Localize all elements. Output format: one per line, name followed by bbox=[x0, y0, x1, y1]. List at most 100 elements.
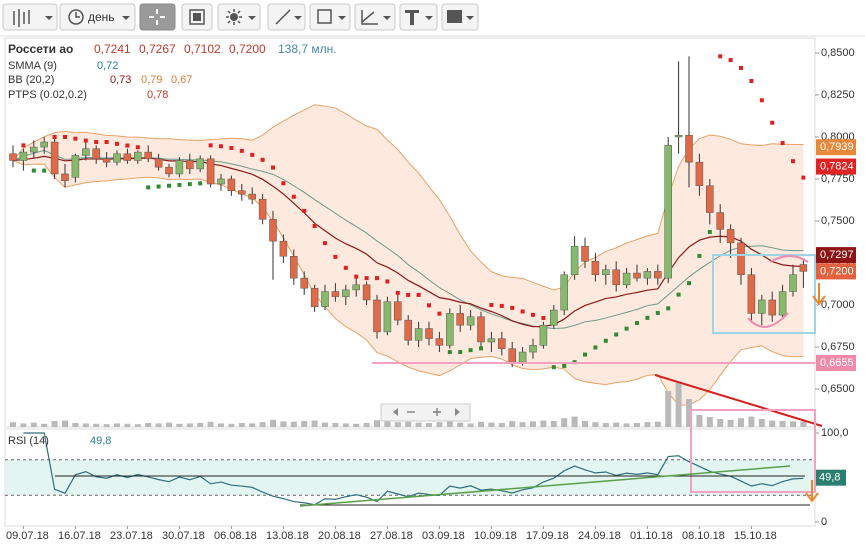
y-tick-label: 0,7500 bbox=[821, 215, 855, 227]
volume-bar bbox=[20, 423, 27, 427]
volume-bar bbox=[790, 421, 796, 427]
psar-dot bbox=[395, 290, 400, 295]
volume-bar bbox=[800, 421, 807, 427]
volume-bar bbox=[654, 421, 661, 427]
volume-bar bbox=[134, 424, 141, 427]
candle-body bbox=[529, 345, 537, 353]
legend-name: Россети ао bbox=[8, 42, 73, 56]
candle-body bbox=[40, 141, 48, 148]
x-tick-label: 20.08.18 bbox=[318, 530, 361, 542]
candle-body bbox=[747, 274, 756, 314]
psar-dot bbox=[115, 141, 119, 146]
candle-body bbox=[685, 135, 693, 163]
candle-body bbox=[196, 158, 204, 170]
psar-dot bbox=[479, 346, 483, 351]
candle-body bbox=[144, 151, 152, 160]
crosshair-button[interactable] bbox=[139, 3, 176, 31]
volume-bar bbox=[72, 423, 79, 427]
candle-body bbox=[768, 299, 776, 316]
icon bbox=[13, 9, 30, 27]
x-tick-label: 09.07.18 bbox=[6, 530, 49, 542]
volume-bar bbox=[290, 421, 297, 427]
candle-body bbox=[394, 301, 402, 321]
psar-dot bbox=[291, 194, 296, 199]
volume-bar bbox=[353, 423, 360, 427]
x-tick-label: 27.08.18 bbox=[370, 530, 413, 542]
candle-body bbox=[404, 319, 412, 341]
psar-dot bbox=[801, 175, 806, 180]
candle-body bbox=[50, 141, 59, 175]
candle-body bbox=[581, 245, 589, 262]
candle-body bbox=[113, 153, 121, 163]
price-tag bbox=[816, 247, 856, 264]
psar-dot bbox=[73, 136, 78, 141]
volume-bar bbox=[457, 422, 464, 427]
icon bbox=[466, 16, 474, 20]
volume-bar bbox=[166, 422, 172, 427]
candle-body bbox=[425, 328, 433, 339]
candle-body bbox=[206, 158, 215, 185]
chart-type-button[interactable] bbox=[2, 3, 58, 31]
icon bbox=[405, 10, 419, 25]
volume-bar bbox=[686, 399, 692, 427]
psar-dot bbox=[52, 134, 57, 139]
volume-bar bbox=[228, 423, 235, 427]
candle-body bbox=[71, 155, 80, 178]
psar-dot bbox=[676, 292, 681, 297]
nav-bar[interactable] bbox=[380, 403, 471, 422]
psar-dot bbox=[135, 145, 140, 150]
icon bbox=[455, 408, 460, 416]
rsi-tag-label: 49,8 bbox=[819, 472, 840, 484]
candle-body bbox=[758, 299, 766, 314]
candle-body bbox=[9, 153, 17, 161]
psar-dot bbox=[655, 310, 660, 315]
psar-dot bbox=[707, 229, 712, 234]
price-tag-label: 0,7939 bbox=[820, 141, 854, 153]
candle-body bbox=[248, 193, 256, 200]
volume-bar bbox=[509, 421, 516, 427]
candle-body bbox=[477, 316, 485, 343]
psar-dot bbox=[312, 223, 317, 228]
volume-bar bbox=[394, 422, 401, 427]
candle-body bbox=[165, 166, 173, 175]
volume-bar bbox=[446, 421, 453, 427]
x-tick-label: 17.09.18 bbox=[526, 530, 569, 542]
psar-dot bbox=[791, 159, 795, 164]
psar-dot bbox=[489, 303, 494, 308]
volume-bar bbox=[530, 421, 536, 427]
candle-body bbox=[664, 145, 672, 279]
candle-body bbox=[435, 338, 444, 346]
plot: 0,65000,67500,70000,72500,75000,77500,80… bbox=[4, 37, 856, 542]
volume-bar bbox=[727, 419, 734, 427]
psar-dot bbox=[354, 274, 359, 279]
psar-dot bbox=[416, 292, 421, 297]
rsi-name: RSI (14) bbox=[8, 435, 49, 447]
rsi-tick-label: 0 bbox=[821, 516, 827, 528]
psar-dot bbox=[499, 303, 504, 308]
candle-body bbox=[508, 348, 516, 363]
arrow bbox=[805, 480, 819, 503]
psar-dot bbox=[718, 54, 723, 59]
x-tick-label: 30.07.18 bbox=[162, 530, 205, 542]
toolbar: день bbox=[2, 3, 479, 31]
psar-dot bbox=[343, 265, 348, 270]
icon bbox=[45, 16, 53, 20]
legend: Россети ао 0,7241 0,7267 0,7102 0,7200 1… bbox=[8, 42, 337, 447]
candle-body bbox=[154, 158, 163, 168]
icon bbox=[425, 16, 433, 20]
psar-dot bbox=[458, 350, 463, 355]
x-tick-label: 23.07.18 bbox=[110, 530, 153, 542]
volume-bar bbox=[145, 423, 152, 427]
bb-lower bbox=[12, 160, 804, 406]
candle-body bbox=[622, 272, 631, 286]
icon bbox=[230, 13, 238, 21]
candle-body bbox=[383, 301, 392, 333]
psar-dot bbox=[250, 152, 255, 157]
volume-bar bbox=[155, 423, 162, 427]
icon bbox=[248, 16, 256, 20]
price-tag bbox=[816, 158, 856, 175]
psar-dot bbox=[780, 140, 785, 145]
icon bbox=[149, 9, 165, 25]
x-tick-label: 13.08.18 bbox=[266, 530, 309, 542]
psar-dot bbox=[63, 134, 67, 139]
